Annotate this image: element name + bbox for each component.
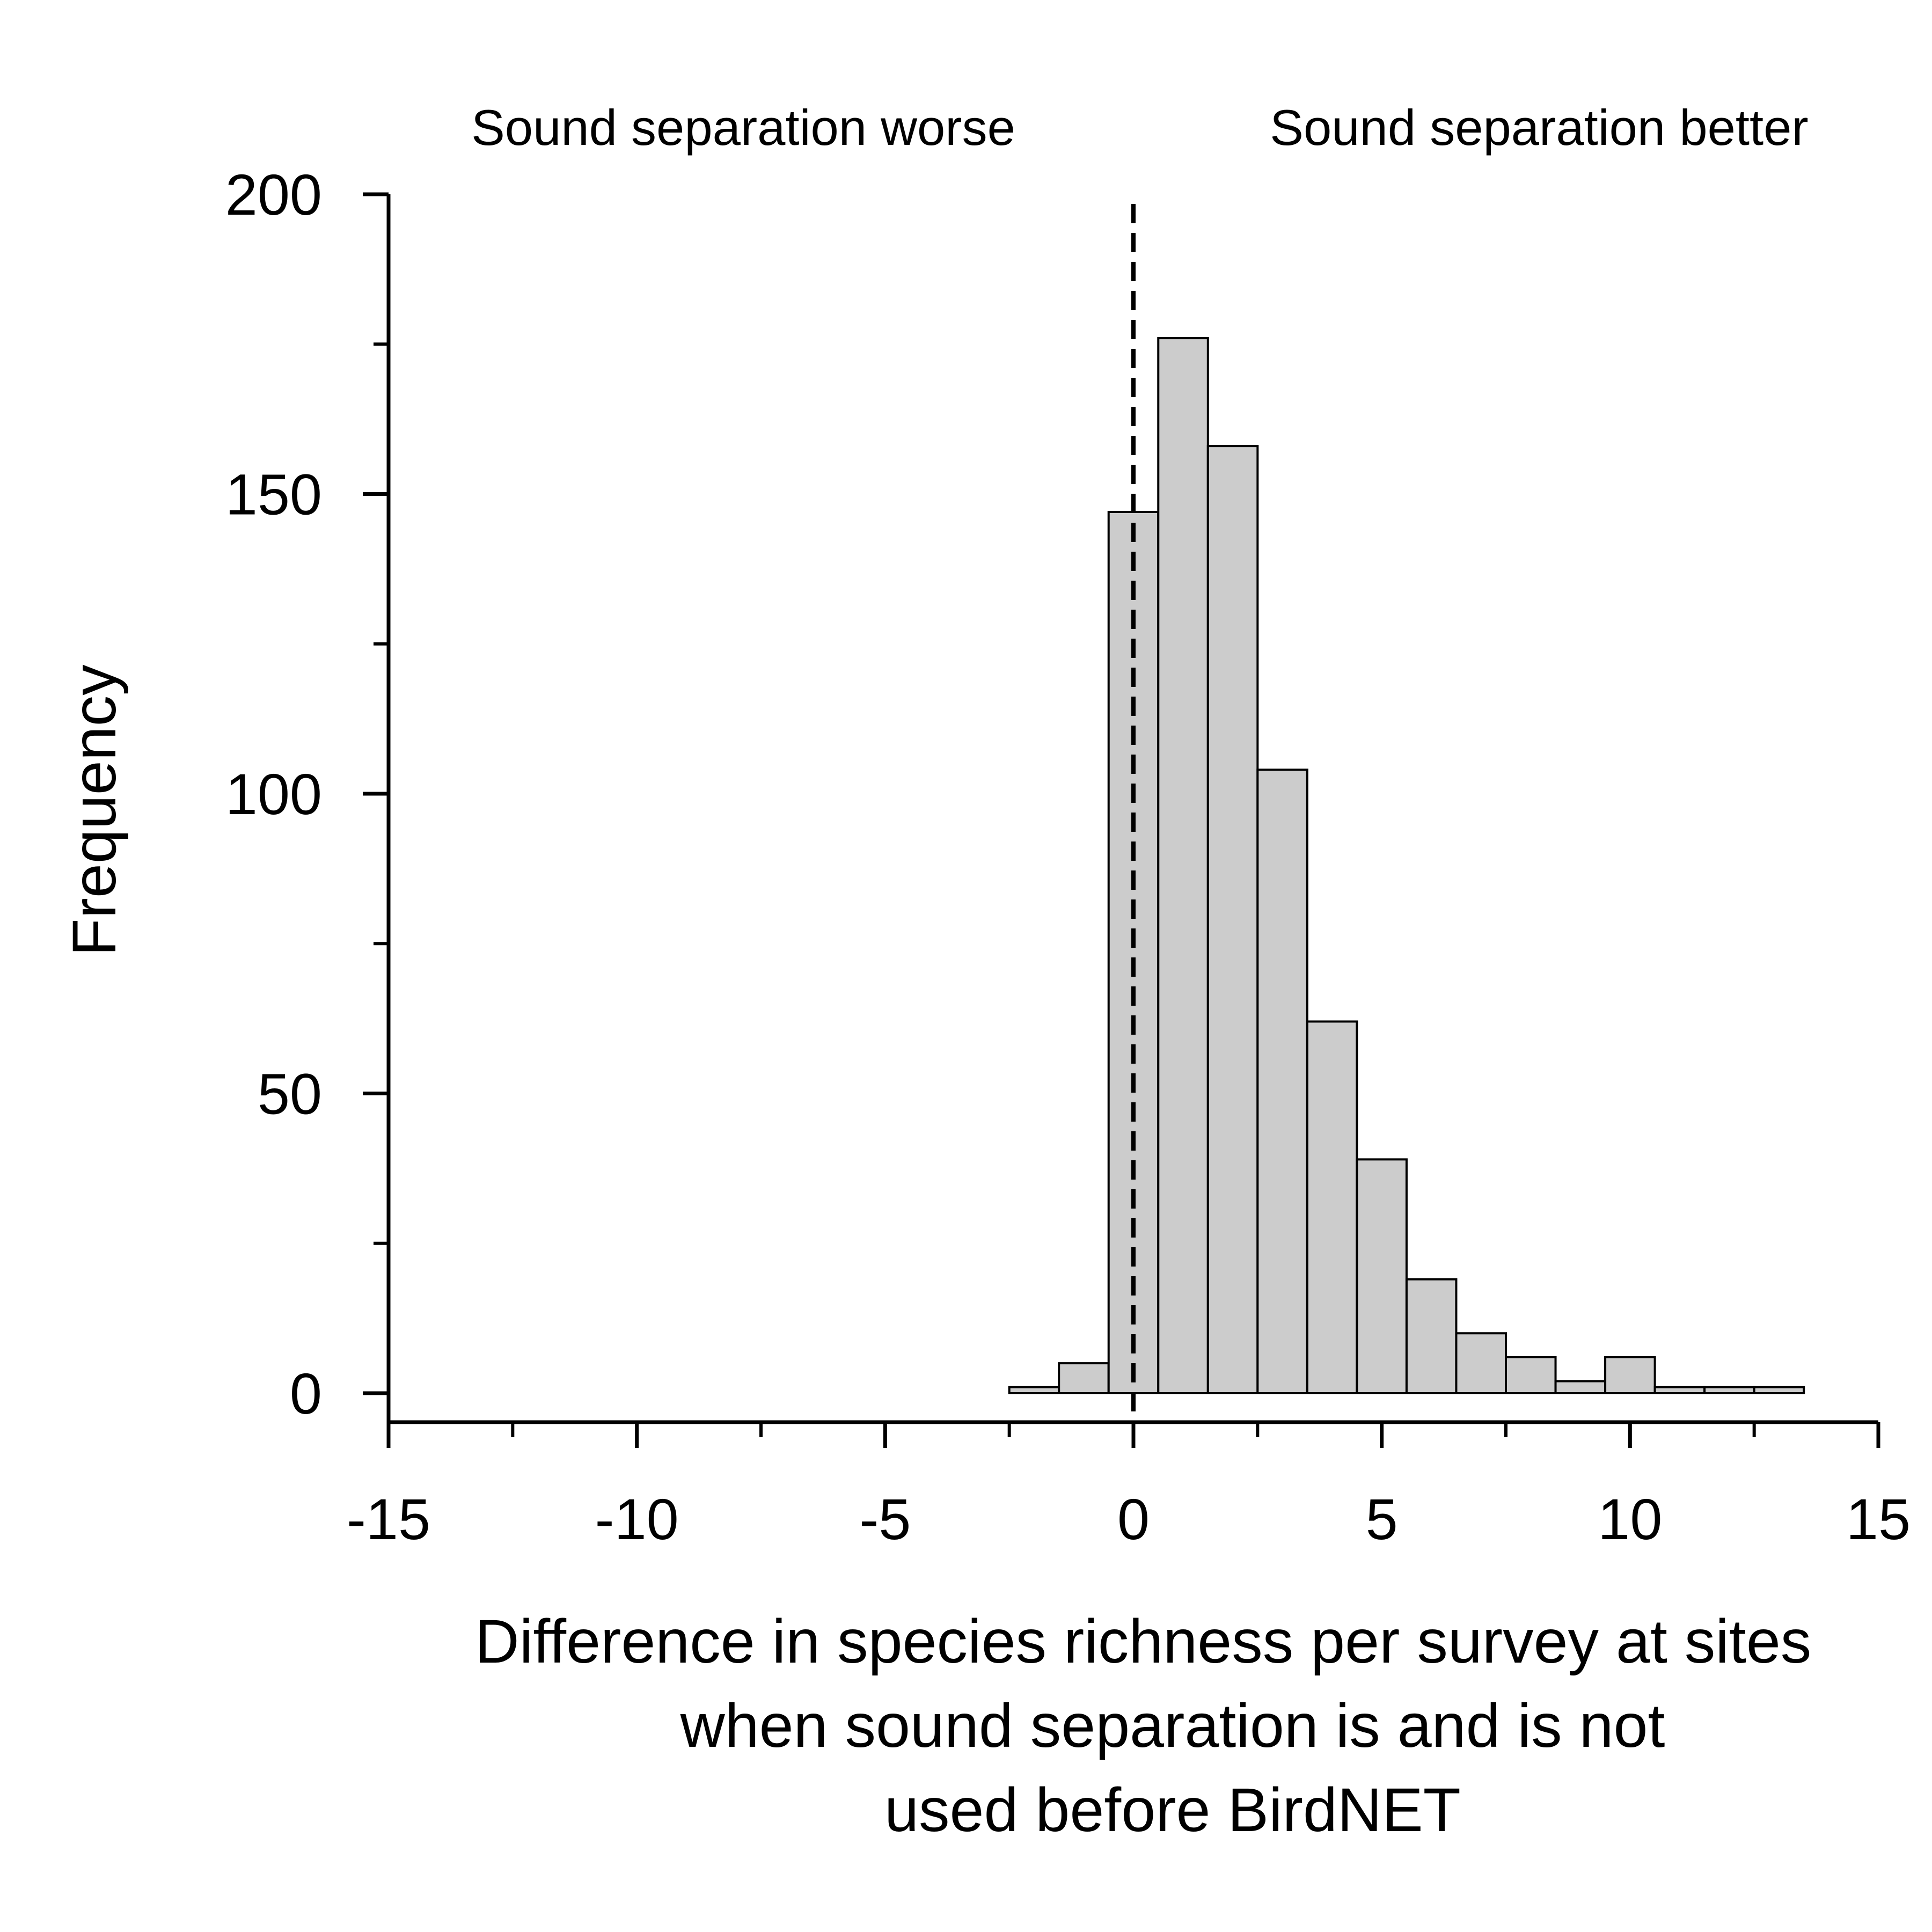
histogram-bar [1008, 1386, 1060, 1395]
histogram-bar [1256, 769, 1308, 1394]
x-tick-label: -5 [859, 1487, 911, 1552]
y-tick-label: 0 [290, 1361, 322, 1426]
bars-layer [1008, 337, 1805, 1395]
histogram-bar [1604, 1356, 1656, 1394]
histogram-bar [1107, 511, 1160, 1394]
y-tick-label: 100 [225, 762, 322, 826]
x-tick-label: -10 [595, 1487, 679, 1552]
x-axis-title-line-2: when sound separation is and is not [680, 1692, 1665, 1760]
x-tick-label: 0 [1117, 1487, 1150, 1552]
y-tick-label: 50 [258, 1062, 322, 1126]
y-tick-label: 150 [225, 462, 322, 527]
x-tick-label: -15 [347, 1487, 430, 1552]
histogram-bar [1505, 1356, 1557, 1394]
y-tick-label: 200 [225, 162, 322, 227]
histogram-bar [1753, 1386, 1805, 1395]
x-tick-label: 15 [1846, 1487, 1911, 1552]
y-axis-title: Frequency [60, 664, 129, 956]
histogram-bar [1206, 445, 1259, 1394]
axes-layer [363, 192, 1880, 1448]
histogram-bar [1455, 1332, 1507, 1395]
histogram-bar [1405, 1278, 1458, 1395]
annotation-right: Sound separation better [1270, 99, 1808, 156]
histogram-bar [1554, 1380, 1607, 1394]
x-tick-label: 5 [1366, 1487, 1398, 1552]
histogram-bar [1356, 1158, 1408, 1395]
histogram-bar [1703, 1386, 1755, 1395]
x-axis-title-line-1: Difference in species richness per surve… [475, 1607, 1812, 1676]
histogram-bar [1058, 1362, 1110, 1394]
histogram-bar [1653, 1386, 1706, 1395]
histogram-bar [1157, 337, 1209, 1395]
x-axis-title-line-3: used before BirdNET [884, 1776, 1461, 1845]
histogram-bar [1306, 1020, 1358, 1394]
annotation-left: Sound separation worse [471, 99, 1015, 156]
x-tick-label: 10 [1598, 1487, 1662, 1552]
